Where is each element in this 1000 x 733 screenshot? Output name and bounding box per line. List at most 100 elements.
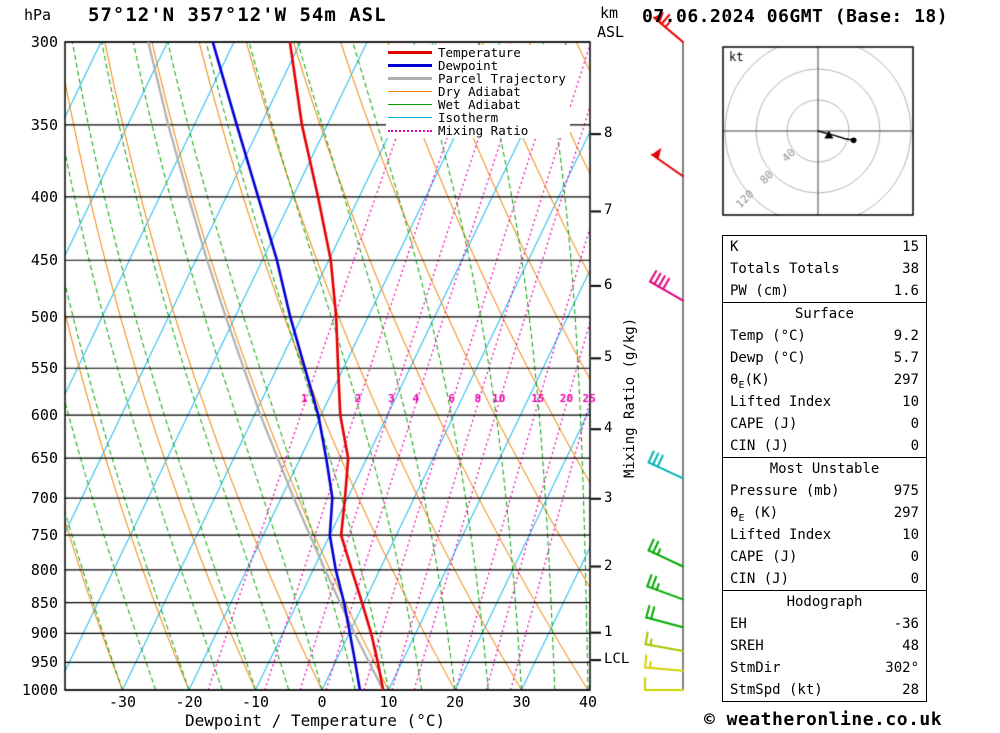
table-section-header: Most Unstable	[769, 461, 880, 477]
legend-label: Parcel Trajectory	[438, 71, 566, 86]
table-row: StmDir 302°	[723, 657, 926, 679]
table-row-label: EH	[730, 616, 747, 632]
table-row: StmSpd (kt) 28	[723, 679, 926, 701]
pressure-tick-label: 500	[30, 307, 58, 326]
table-row: Temp (°C) 9.2	[723, 325, 926, 347]
table-row-label: SREH	[730, 638, 764, 654]
legend-line-sample-dotted	[388, 129, 432, 132]
legend-item: Dewpoint	[388, 58, 566, 73]
table-row: Lifted Index 10	[723, 524, 926, 546]
pressure-tick-label: 400	[30, 187, 58, 206]
pressure-tick-label: 550	[30, 359, 58, 378]
table-row-value: 5.7	[893, 350, 919, 366]
pressure-tick-label: 750	[30, 526, 58, 545]
km-tick-label: 3	[604, 489, 613, 506]
km-tick-label: 8	[604, 125, 613, 142]
table-row-label: CIN (J)	[730, 438, 790, 454]
datetime-label: 07.06.2024 06GMT (Base: 18)	[642, 6, 949, 27]
table-row: CIN (J) 0	[723, 435, 926, 457]
table-section: Hodograph EH -36 SREH 48 StmDir 302° StmSpd (kt…	[722, 590, 927, 702]
table-row-value: 28	[902, 682, 919, 698]
legend-label: Mixing Ratio	[438, 123, 529, 138]
copyright-label: © weatheronline.co.uk	[704, 709, 943, 730]
temperature-tick-label: 20	[445, 693, 465, 711]
table-row-label: StmSpd (kt)	[730, 682, 823, 698]
pressure-tick-label: 600	[30, 406, 58, 425]
pressure-tick-label: 650	[30, 449, 58, 468]
pressure-tick-label: 850	[30, 593, 58, 612]
pressure-tick-label: 700	[30, 489, 58, 508]
table-row: θE(K) 297	[723, 369, 926, 391]
km-tick-label: 6	[604, 276, 613, 293]
lcl-label: LCL	[604, 651, 630, 667]
table-section: Surface Temp (°C) 9.2 Dewp (°C) 5.7 θE(K) 297 L…	[722, 302, 927, 458]
km-tick-label: 1	[604, 623, 613, 640]
km-tick-label: 5	[604, 349, 613, 366]
legend-item: Parcel Trajectory	[388, 71, 566, 86]
table-row-value: 1.6	[893, 283, 919, 299]
table-row-label: StmDir	[730, 660, 781, 676]
table-row-value: 297	[893, 372, 919, 388]
legend-line-sample-solid	[388, 117, 432, 118]
table-row-value: 9.2	[893, 328, 919, 344]
table-row: θE (K) 297	[723, 502, 926, 524]
pressure-tick-label: 800	[30, 560, 58, 579]
table-row-value: 48	[902, 638, 919, 654]
legend-line-sample-solid	[388, 104, 432, 105]
table-row-label: Temp (°C)	[730, 328, 806, 344]
table-row: Totals Totals 38	[723, 258, 926, 280]
table-row-label: Pressure (mb)	[730, 483, 840, 499]
temperature-tick-label: 0	[317, 693, 327, 711]
table-row: EH -36	[723, 613, 926, 635]
legend-label: Wet Adiabat	[438, 97, 521, 112]
table-row-value: 38	[902, 261, 919, 277]
table-row-value: 15	[902, 239, 919, 255]
indices-table: K 15 Totals Totals 38 PW (cm) 1.6 Surface Temp …	[722, 235, 927, 702]
legend-line-sample-solid	[388, 51, 432, 54]
legend-line-sample-solid	[388, 77, 432, 80]
table-row-label: CIN (J)	[730, 571, 790, 587]
table-row-value: 0	[910, 549, 919, 565]
km-tick-label: 2	[604, 557, 613, 574]
table-row-label: θE (K)	[730, 505, 779, 524]
table-row-value: 10	[902, 394, 919, 410]
legend-item: Dry Adiabat	[388, 84, 566, 99]
legend: Temperature Dewpoint Parcel Trajectory Dry …	[386, 45, 570, 138]
table-section-header: Hodograph	[786, 594, 863, 610]
legend-item: Temperature	[388, 45, 566, 60]
pressure-unit-label: hPa	[24, 6, 52, 24]
table-row-label: CAPE (J)	[730, 549, 798, 565]
legend-label: Dry Adiabat	[438, 84, 521, 99]
table-row-value: -36	[893, 616, 919, 632]
temperature-tick-label: 40	[578, 693, 598, 711]
pressure-tick-label: 300	[30, 33, 58, 51]
table-row-value: 0	[910, 416, 919, 432]
legend-line-sample-solid	[388, 64, 432, 67]
table-row-value: 297	[893, 505, 919, 521]
table-row: Dewp (°C) 5.7	[723, 347, 926, 369]
pressure-tick-label: 900	[30, 624, 58, 643]
table-row-label: Dewp (°C)	[730, 350, 806, 366]
legend-label: Dewpoint	[438, 58, 499, 73]
table-row-label: PW (cm)	[730, 283, 790, 299]
pressure-tick-label: 1000	[21, 681, 58, 699]
table-row-label: θE(K)	[730, 372, 770, 391]
km-tick-label: 7	[604, 202, 613, 219]
table-row-value: 0	[910, 571, 919, 587]
table-row: CAPE (J) 0	[723, 546, 926, 568]
table-row: K 15	[723, 236, 926, 258]
table-section: K 15 Totals Totals 38 PW (cm) 1.6	[722, 235, 927, 303]
temperature-tick-label: -30	[108, 693, 137, 711]
table-row: CIN (J) 0	[723, 568, 926, 590]
table-row: Lifted Index 10	[723, 391, 926, 413]
table-section: Most Unstable Pressure (mb) 975 θE (K) 297 Li…	[722, 457, 927, 591]
pressure-tick-label: 450	[30, 251, 58, 270]
table-row-value: 0	[910, 438, 919, 454]
table-row-value: 302°	[885, 660, 919, 676]
table-row: PW (cm) 1.6	[723, 280, 926, 302]
km-tick-label: 4	[604, 420, 613, 437]
table-row: CAPE (J) 0	[723, 413, 926, 435]
temperature-tick-label: -20	[175, 693, 203, 711]
temperature-tick-label: 30	[512, 693, 531, 711]
